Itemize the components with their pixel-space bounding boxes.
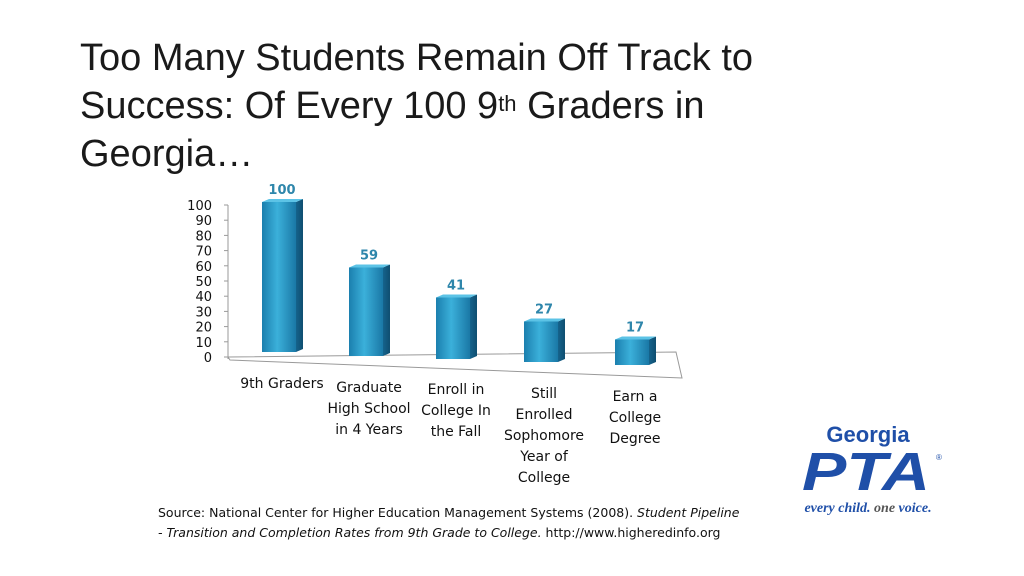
data-label: 17 xyxy=(626,321,644,336)
bar-top xyxy=(615,336,656,340)
y-tick-label: 40 xyxy=(195,290,212,305)
y-tick-label: 100 xyxy=(187,199,212,214)
y-tick-label: 20 xyxy=(195,321,212,336)
bar-side xyxy=(649,336,656,365)
x-tick-label: the Fall xyxy=(431,424,482,440)
x-tick-label: Sophomore xyxy=(504,428,584,444)
source-title: Student Pipeline xyxy=(637,505,740,520)
x-tick-label: Graduate xyxy=(336,380,402,396)
y-tick-label: 90 xyxy=(195,214,212,229)
y-tick-label: 50 xyxy=(195,275,212,290)
logo-word: Georgia xyxy=(826,422,910,447)
y-tick-label: 80 xyxy=(195,229,212,244)
logo-registered: ® xyxy=(936,453,942,462)
data-label: 100 xyxy=(268,183,295,198)
title-line-2-text: Success: Of Every 100 9 xyxy=(80,85,499,127)
y-tick-label: 30 xyxy=(195,305,212,320)
x-tick-label: College In xyxy=(421,403,491,419)
logo-mark: PTA xyxy=(802,442,930,502)
bar-side xyxy=(383,264,390,356)
source-subtitle: - Transition and Completion Rates from 9… xyxy=(158,525,542,540)
x-tick-label: Year of xyxy=(519,449,569,465)
source-text: Source: National Center for Higher Educa… xyxy=(158,505,638,520)
bar-top xyxy=(524,318,565,322)
y-tick-label: 70 xyxy=(195,245,212,260)
data-label: 27 xyxy=(535,303,553,318)
georgia-pta-logo: Georgia PTA ® every child. one voice. xyxy=(802,422,942,516)
title-line-2-end: Graders in xyxy=(516,85,705,127)
bar-side xyxy=(296,199,303,352)
title-line-1: Too Many Students Remain Off Track to xyxy=(80,37,754,79)
data-label: 59 xyxy=(360,249,378,264)
source-url: http://www.higheredinfo.org xyxy=(541,525,721,540)
bar xyxy=(615,339,649,365)
x-tick-label: High School xyxy=(327,401,410,417)
bar xyxy=(524,321,558,362)
x-tick-label: Still xyxy=(531,386,557,402)
x-tick-label: Degree xyxy=(610,431,661,447)
title-line-3: Georgia… xyxy=(80,133,254,175)
y-tick-label: 0 xyxy=(204,351,212,366)
x-tick-label: Enrolled xyxy=(515,407,572,423)
source-citation: Source: National Center for Higher Educa… xyxy=(158,503,748,543)
logo-tagline: every child. one voice. xyxy=(804,501,931,516)
x-tick-label: College xyxy=(609,410,661,426)
bar xyxy=(262,202,296,352)
title-superscript: th xyxy=(498,91,517,116)
bar-top xyxy=(262,199,303,202)
y-tick-label: 10 xyxy=(195,336,212,351)
bar-top xyxy=(436,294,477,298)
bar-side xyxy=(558,318,565,362)
data-label: 41 xyxy=(447,279,465,294)
source-line-1: Source: National Center for Higher Educa… xyxy=(158,503,748,523)
x-tick-label: in 4 Years xyxy=(335,422,403,438)
x-tick-label: Earn a xyxy=(613,389,658,405)
bar-top xyxy=(349,264,390,268)
y-tick-label: 60 xyxy=(195,260,212,275)
bar xyxy=(436,297,470,359)
x-tick-label: College xyxy=(518,470,570,486)
x-tick-label: 9th Graders xyxy=(240,376,323,392)
source-line-2: - Transition and Completion Rates from 9… xyxy=(158,523,748,543)
slide-title: Too Many Students Remain Off Track to Su… xyxy=(80,34,900,178)
bar xyxy=(349,267,383,356)
bar-side xyxy=(470,294,477,359)
title-line-2: Success: Of Every 100 9th Graders in xyxy=(80,82,900,130)
x-tick-label: Enroll in xyxy=(428,382,485,398)
